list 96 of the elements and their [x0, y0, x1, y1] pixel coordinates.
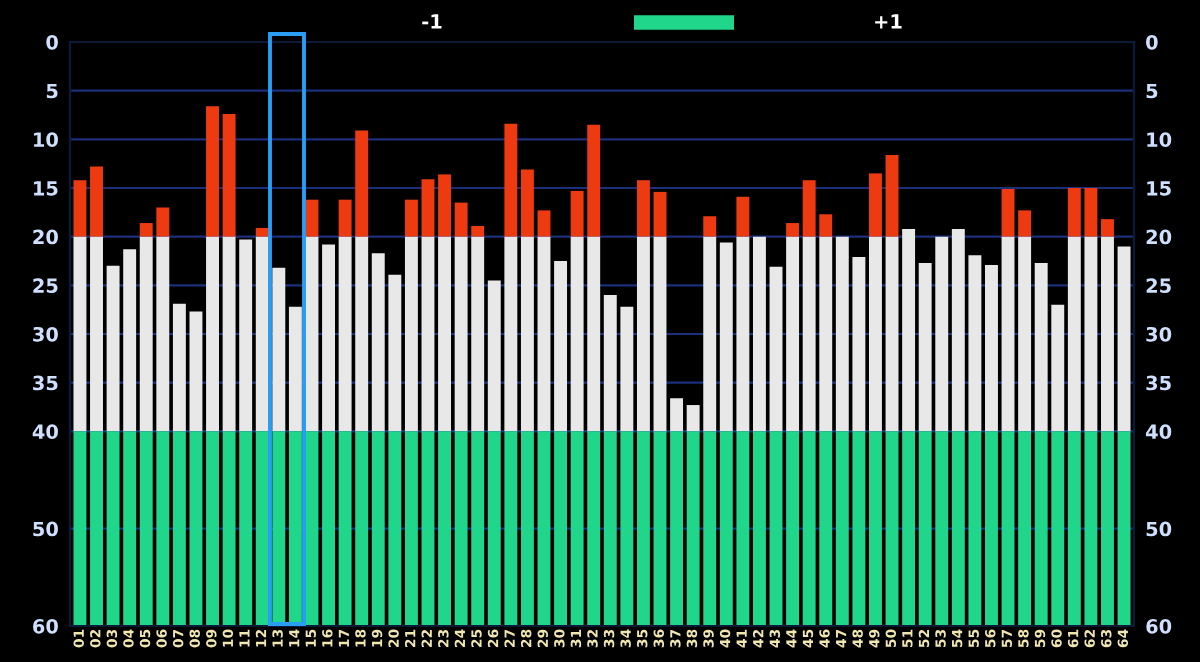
bar — [885, 236, 899, 432]
y2-tick-label: 10 — [1147, 132, 1172, 147]
y2-tick-label: 5 — [1146, 83, 1158, 99]
bar — [438, 174, 452, 237]
bar — [1117, 431, 1131, 626]
bar — [636, 180, 650, 237]
bar — [902, 431, 916, 626]
bar — [868, 236, 882, 432]
bar — [786, 236, 800, 432]
bar — [537, 236, 551, 432]
bar — [1117, 246, 1131, 432]
bar — [404, 199, 418, 237]
bar — [421, 431, 435, 626]
y-tick-label: 20 — [33, 229, 58, 245]
y-tick-label: 50 — [33, 521, 58, 537]
bar — [786, 431, 800, 626]
bar — [272, 267, 286, 432]
bar — [769, 431, 783, 626]
bar — [404, 431, 418, 626]
y2-tick-label: 40 — [1145, 424, 1172, 439]
bar — [653, 431, 667, 626]
y2-tick-label: 35 — [1146, 375, 1171, 391]
bar — [736, 196, 750, 237]
y-tick-label: 5 — [46, 83, 58, 99]
bar — [421, 236, 435, 432]
bar — [786, 223, 800, 237]
bar — [255, 236, 269, 432]
bar — [885, 431, 899, 626]
bar — [438, 431, 452, 626]
bar — [305, 236, 319, 432]
bar — [438, 236, 452, 432]
bar — [404, 236, 418, 432]
bar — [554, 261, 568, 432]
bar — [73, 431, 87, 626]
bar — [653, 191, 667, 237]
bar — [520, 169, 534, 237]
bar — [255, 431, 269, 626]
bar — [670, 398, 684, 432]
bar — [90, 166, 103, 237]
bar — [636, 236, 650, 432]
y2-tick-label: 0 — [1146, 34, 1158, 50]
bar — [504, 123, 518, 237]
bar — [769, 266, 783, 432]
bar — [653, 236, 667, 432]
bar — [305, 199, 319, 237]
bar — [206, 236, 219, 432]
y-tick-label: 10 — [34, 132, 58, 147]
y-tick-label: 0 — [46, 34, 58, 50]
bar — [985, 431, 998, 626]
y2-tick-label: 30 — [1146, 326, 1172, 342]
bar — [322, 431, 336, 626]
y-tick-label: 60 — [33, 618, 58, 634]
bar — [868, 173, 882, 237]
y2-tick-label: 60 — [1146, 618, 1172, 634]
bar — [222, 114, 236, 237]
bar — [520, 236, 534, 432]
bar — [1101, 236, 1114, 432]
y2-tick-label: 20 — [1146, 229, 1172, 245]
bar — [305, 431, 319, 626]
text: -1 — [422, 14, 442, 29]
y-tick-label: 40 — [32, 424, 58, 439]
bar — [73, 180, 87, 237]
bar — [636, 431, 650, 626]
bar — [868, 431, 882, 626]
bar — [206, 431, 219, 626]
bar — [1101, 431, 1114, 626]
text: +1 — [875, 14, 902, 29]
bar — [288, 306, 302, 432]
bar — [288, 431, 302, 626]
bar — [752, 236, 766, 432]
bar — [90, 431, 103, 626]
bar — [520, 431, 534, 626]
bar — [902, 228, 916, 432]
y2-tick-label: 15 — [1147, 181, 1171, 196]
bar — [885, 154, 899, 237]
bar — [73, 236, 87, 432]
bar — [537, 431, 551, 626]
bar — [554, 431, 568, 626]
bar — [985, 264, 998, 432]
bar — [537, 210, 551, 237]
bar — [255, 227, 269, 237]
bar — [752, 431, 766, 626]
y-tick-label: 25 — [33, 278, 58, 293]
bar — [670, 431, 684, 626]
y-tick-label: 30 — [33, 326, 58, 342]
bar — [206, 106, 219, 237]
y2-tick-label: 50 — [1146, 521, 1172, 537]
y-tick-label: 35 — [33, 375, 58, 391]
bar — [421, 179, 435, 237]
bar — [703, 216, 717, 237]
bar — [90, 236, 103, 432]
bar — [322, 244, 336, 432]
y2-tick-label: 25 — [1146, 278, 1171, 293]
bar — [272, 431, 286, 626]
y-tick-label: 15 — [34, 181, 58, 196]
bar — [1101, 219, 1114, 237]
